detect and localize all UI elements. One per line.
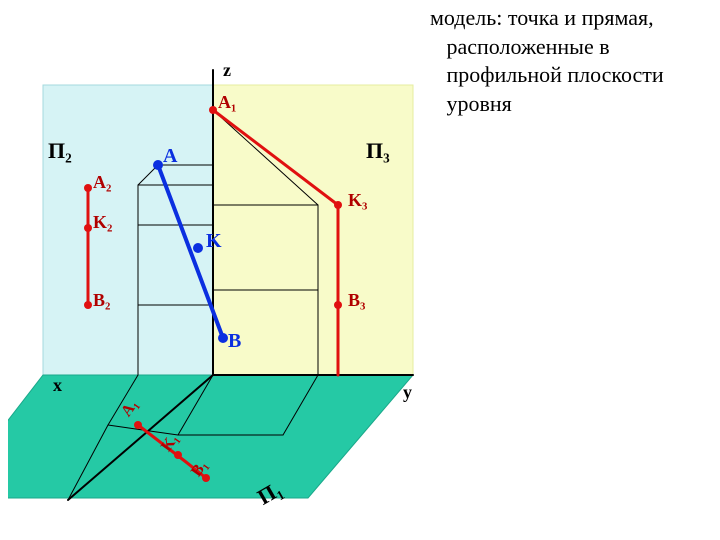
pt-B3 (334, 301, 342, 309)
caption: модель: точка и прямая, расположенные в … (430, 4, 710, 118)
label-z: z (223, 60, 231, 81)
plane-pi2 (43, 85, 213, 375)
label-y: y (403, 382, 412, 403)
pt-K1p (174, 451, 182, 459)
caption-l2: расположенные в (447, 34, 610, 59)
pt-B (218, 333, 228, 343)
label-Pi3: Π₃ (366, 138, 390, 164)
caption-l1: модель: точка и прямая, (430, 5, 654, 30)
plane-pi3 (213, 85, 413, 375)
pt-K2 (84, 224, 92, 232)
label-Pi2: Π₂ (48, 138, 72, 164)
pt-K3 (334, 201, 342, 209)
label-K2: K₂ (93, 212, 112, 233)
plane-pi1 (8, 375, 413, 498)
caption-l4: уровня (447, 91, 512, 116)
pt-A2 (84, 184, 92, 192)
pt-A (153, 160, 163, 170)
label-B2: B₂ (93, 290, 110, 311)
label-B: B (228, 330, 241, 353)
pt-B2 (84, 301, 92, 309)
label-A2: A₂ (93, 172, 111, 193)
label-K3: K₃ (348, 190, 367, 211)
label-B3: B₃ (348, 290, 365, 311)
pt-K (193, 243, 203, 253)
label-x: x (53, 375, 62, 396)
label-A: A (163, 145, 177, 168)
caption-l3: профильной плоскости (447, 62, 664, 87)
label-K: K (206, 230, 222, 253)
diagram: zyxΠ₂Π₃Π₁A₁A₂K₂B₂AKBK₃B₃A₁K₁B₁ (8, 30, 428, 520)
label-A1t: A₁ (218, 92, 236, 113)
pt-A1p (134, 421, 142, 429)
pt-A1-top (209, 106, 217, 114)
